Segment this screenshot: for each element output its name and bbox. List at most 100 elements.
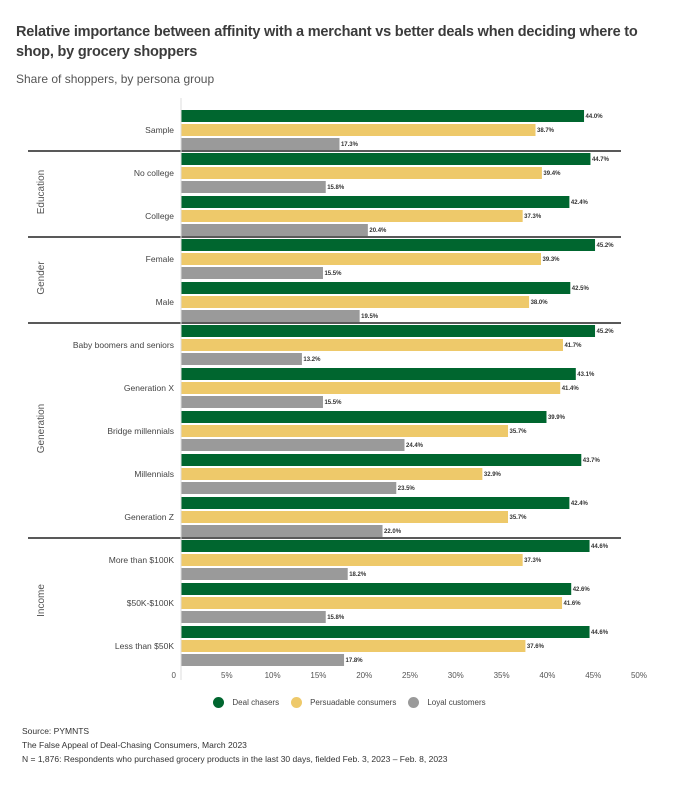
value-label: 17.3%	[341, 142, 359, 148]
report-note: The False Appeal of Deal-Chasing Consume…	[22, 740, 247, 750]
value-label: 42.6%	[573, 587, 591, 593]
value-label: 44.0%	[586, 114, 604, 120]
value-label: 39.9%	[548, 415, 566, 421]
value-label: 44.6%	[591, 630, 609, 636]
bar-generation-x-persuadable-consumers	[181, 382, 561, 394]
bar-baby-boomers-and-seniors-persuadable-consumers	[181, 339, 563, 351]
bar-no-college-persuadable-consumers	[181, 167, 542, 179]
category-label-baby-boomers-and-seniors: Baby boomers and seniors	[73, 340, 174, 350]
bar-more-than-100k-deal-chasers	[181, 540, 590, 552]
category-label-college: College	[145, 211, 174, 221]
bar-male-persuadable-consumers	[181, 296, 530, 308]
bar-50k-100k-deal-chasers	[181, 583, 572, 595]
value-label: 41.6%	[564, 601, 582, 607]
category-label-generation-x: Generation X	[124, 383, 174, 393]
bar-college-deal-chasers	[181, 196, 570, 208]
bar-college-persuadable-consumers	[181, 210, 523, 222]
bar-50k-100k-persuadable-consumers	[181, 597, 563, 609]
legend-swatch-persuadable-consumers	[291, 697, 303, 708]
value-label: 15.8%	[327, 185, 345, 191]
value-label: 44.7%	[592, 157, 610, 163]
value-label: 18.2%	[349, 572, 367, 578]
bar-millennials-deal-chasers	[181, 454, 582, 466]
bar-sample-loyal-customers	[181, 138, 340, 150]
value-label: 42.5%	[572, 286, 590, 292]
bar-bridge-millennials-persuadable-consumers	[181, 425, 509, 437]
chart-subtitle: Share of shoppers, by persona group	[16, 72, 215, 86]
legend-item-deal-chasers: Deal chasers	[213, 697, 279, 708]
source-note: Source: PYMNTS	[22, 726, 90, 736]
x-tick-label: 20%	[356, 671, 372, 680]
value-label: 37.6%	[527, 644, 545, 650]
bar-college-loyal-customers	[181, 224, 368, 236]
value-label: 37.3%	[524, 558, 542, 564]
chart-title: Relative importance between affinity wit…	[16, 24, 638, 60]
value-label: 15.8%	[327, 615, 345, 621]
legend-label: Deal chasers	[232, 698, 280, 707]
legend-item-loyal-customers: Loyal customers	[408, 697, 486, 708]
legend-swatch-deal-chasers	[213, 697, 225, 708]
bar-generation-z-loyal-customers	[181, 525, 383, 537]
value-label: 15.5%	[324, 271, 342, 277]
value-label: 39.3%	[542, 257, 560, 263]
bar-female-deal-chasers	[181, 239, 596, 251]
value-label: 44.6%	[591, 544, 609, 550]
value-label: 45.2%	[597, 329, 615, 335]
value-label: 13.2%	[303, 357, 321, 363]
value-label: 24.4%	[406, 443, 424, 449]
bar-female-persuadable-consumers	[181, 253, 541, 265]
value-label: 22.0%	[384, 529, 402, 535]
legend-item-persuadable-consumers: Persuadable consumers	[291, 697, 396, 708]
category-label-female: Female	[146, 254, 175, 264]
bar-generation-x-loyal-customers	[181, 396, 323, 408]
x-tick-label: 30%	[448, 671, 464, 680]
bar-male-deal-chasers	[181, 282, 571, 294]
bar-sample-persuadable-consumers	[181, 124, 536, 136]
chart-legend: Deal chasers Persuadable consumers Loyal…	[0, 697, 699, 708]
value-label: 23.5%	[398, 486, 416, 492]
legend-label: Persuadable consumers	[310, 698, 397, 707]
x-tick-label: 25%	[402, 671, 418, 680]
category-label-no-college: No college	[134, 168, 174, 178]
category-label-generation-z: Generation Z	[124, 512, 174, 522]
bar-generation-z-deal-chasers	[181, 497, 570, 509]
value-label: 35.7%	[510, 515, 528, 521]
value-label: 42.4%	[571, 501, 589, 507]
bar-less-than-50k-deal-chasers	[181, 626, 590, 638]
x-tick-label: 40%	[539, 671, 555, 680]
category-label-less-than-50k: Less than $50K	[115, 641, 174, 651]
value-label: 32.9%	[484, 472, 502, 478]
value-label: 38.0%	[531, 300, 549, 306]
bar-millennials-loyal-customers	[181, 482, 397, 494]
x-tick-label: 5%	[221, 671, 233, 680]
value-label: 19.5%	[361, 314, 379, 320]
value-label: 39.4%	[543, 171, 561, 177]
value-label: 35.7%	[510, 429, 528, 435]
x-tick-label: 45%	[585, 671, 601, 680]
legend-swatch-loyal-customers	[408, 697, 420, 708]
value-label: 43.7%	[583, 458, 601, 464]
category-label-more-than-100k: More than $100K	[109, 555, 175, 565]
value-label: 15.5%	[324, 400, 342, 406]
group-label-generation: Generation	[36, 404, 47, 453]
category-label-millennials: Millennials	[134, 469, 174, 479]
bar-50k-100k-loyal-customers	[181, 611, 326, 623]
category-label-sample: Sample	[145, 125, 174, 135]
category-label-male: Male	[156, 297, 175, 307]
x-tick-label: 15%	[310, 671, 326, 680]
bar-less-than-50k-persuadable-consumers	[181, 640, 526, 652]
bar-baby-boomers-and-seniors-deal-chasers	[181, 325, 596, 337]
value-label: 45.2%	[597, 243, 615, 249]
group-label-gender: Gender	[36, 261, 47, 295]
value-label: 38.7%	[537, 128, 555, 134]
bar-female-loyal-customers	[181, 267, 323, 279]
value-label: 41.4%	[562, 386, 580, 392]
bar-male-loyal-customers	[181, 310, 360, 322]
legend-label: Loyal customers	[427, 698, 486, 707]
x-tick-label: 10%	[265, 671, 281, 680]
bar-generation-z-persuadable-consumers	[181, 511, 509, 523]
x-tick-label: 0	[172, 671, 177, 680]
chart-footer: Source: PYMNTS The False Appeal of Deal-…	[22, 724, 448, 766]
group-label-income: Income	[36, 584, 47, 617]
sample-note: N = 1,876: Respondents who purchased gro…	[22, 754, 448, 764]
